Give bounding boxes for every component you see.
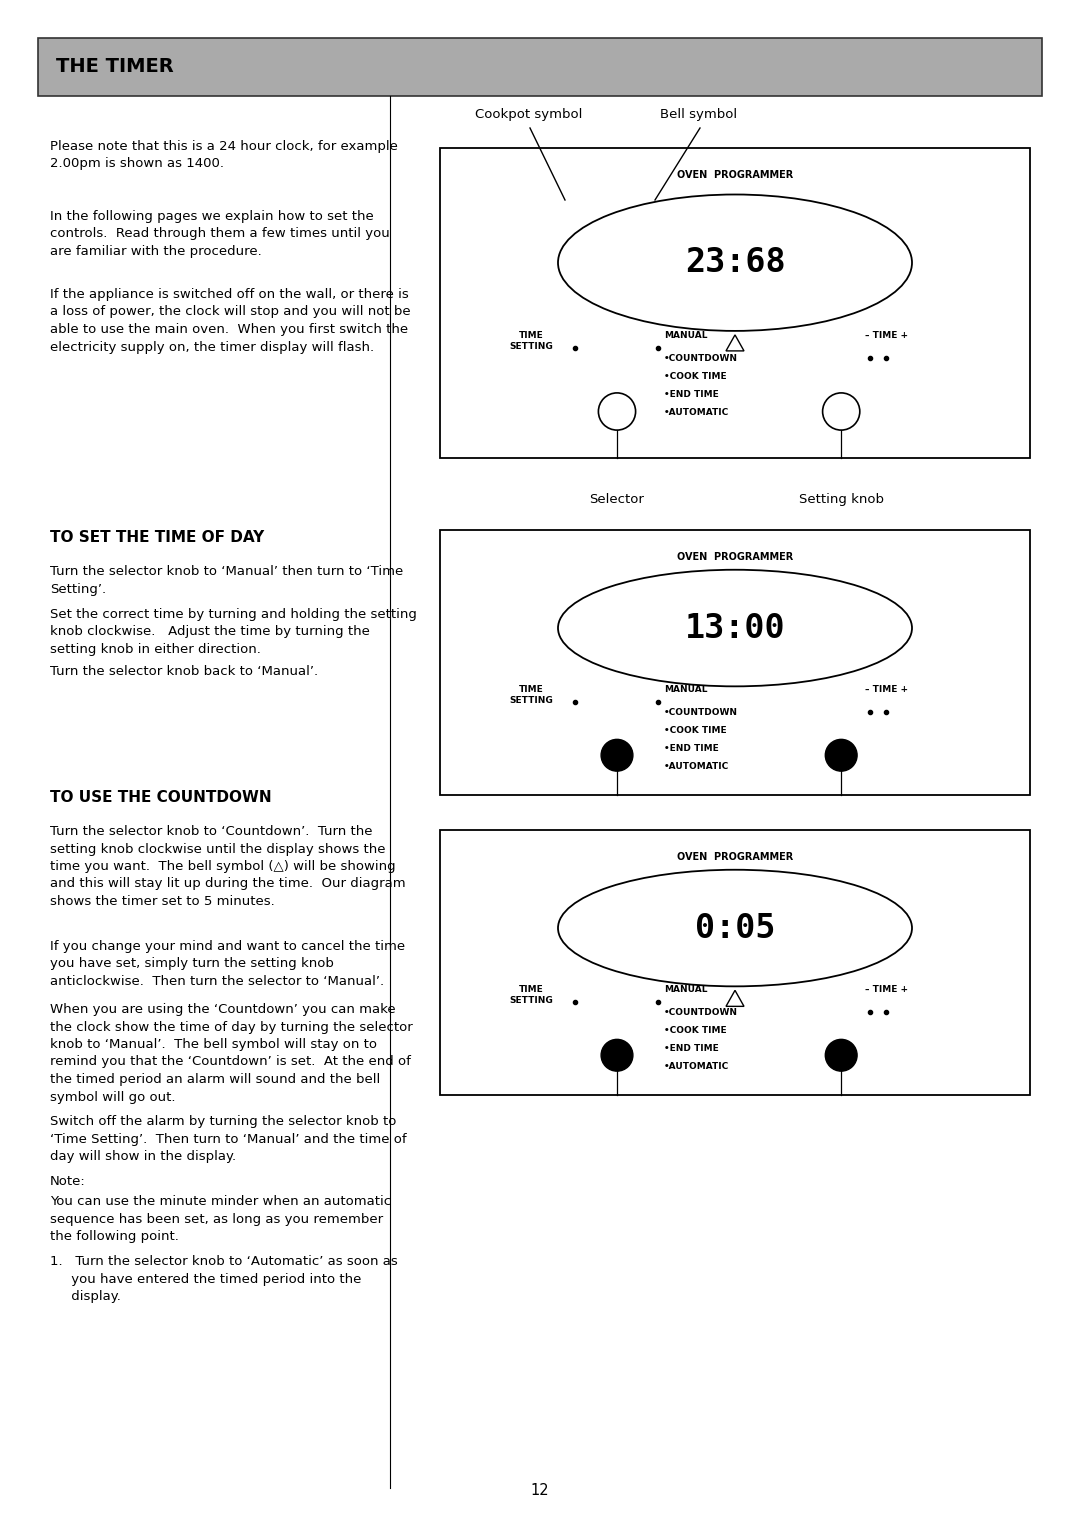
Text: TIME: TIME xyxy=(519,332,544,341)
Text: •COOK TIME: •COOK TIME xyxy=(664,726,727,735)
Ellipse shape xyxy=(558,869,912,987)
Text: THE TIMER: THE TIMER xyxy=(56,58,174,76)
Polygon shape xyxy=(726,990,744,1007)
Text: TO USE THE COUNTDOWN: TO USE THE COUNTDOWN xyxy=(50,790,272,805)
Text: •COOK TIME: •COOK TIME xyxy=(664,1027,727,1036)
Text: 1.   Turn the selector knob to ‘Automatic’ as soon as
     you have entered the : 1. Turn the selector knob to ‘Automatic’… xyxy=(50,1254,397,1303)
Text: •END TIME: •END TIME xyxy=(664,744,719,753)
Circle shape xyxy=(825,740,858,772)
Text: – TIME +: – TIME + xyxy=(865,332,908,341)
Circle shape xyxy=(823,393,860,429)
Text: Set the correct time by turning and holding the setting
knob clockwise.   Adjust: Set the correct time by turning and hold… xyxy=(50,608,417,656)
Text: MANUAL: MANUAL xyxy=(664,685,707,694)
Text: If the appliance is switched off on the wall, or there is
a loss of power, the c: If the appliance is switched off on the … xyxy=(50,287,410,353)
Text: Cookpot symbol: Cookpot symbol xyxy=(475,108,582,121)
Text: 12: 12 xyxy=(530,1484,550,1497)
Text: •END TIME: •END TIME xyxy=(664,1044,719,1053)
Text: •AUTOMATIC: •AUTOMATIC xyxy=(664,762,729,772)
Text: OVEN  PROGRAMMER: OVEN PROGRAMMER xyxy=(677,170,793,180)
Text: TO SET THE TIME OF DAY: TO SET THE TIME OF DAY xyxy=(50,530,265,545)
Text: 23:68: 23:68 xyxy=(685,246,785,280)
Text: SETTING: SETTING xyxy=(510,342,553,351)
Text: 0:05: 0:05 xyxy=(694,912,775,944)
FancyBboxPatch shape xyxy=(440,530,1030,795)
Text: In the following pages we explain how to set the
controls.  Read through them a : In the following pages we explain how to… xyxy=(50,209,390,258)
Text: OVEN  PROGRAMMER: OVEN PROGRAMMER xyxy=(677,552,793,562)
Circle shape xyxy=(598,393,636,429)
Circle shape xyxy=(602,740,633,772)
Text: Bell symbol: Bell symbol xyxy=(660,108,738,121)
Text: Please note that this is a 24 hour clock, for example
2.00pm is shown as 1400.: Please note that this is a 24 hour clock… xyxy=(50,141,397,171)
Text: SETTING: SETTING xyxy=(510,697,553,706)
Text: – TIME +: – TIME + xyxy=(865,986,908,995)
FancyBboxPatch shape xyxy=(440,148,1030,458)
Text: •COUNTDOWN: •COUNTDOWN xyxy=(664,1008,739,1018)
Text: TIME: TIME xyxy=(519,986,544,995)
Text: If you change your mind and want to cancel the time
you have set, simply turn th: If you change your mind and want to canc… xyxy=(50,940,405,989)
Text: •AUTOMATIC: •AUTOMATIC xyxy=(664,1062,729,1071)
Text: Setting knob: Setting knob xyxy=(799,494,883,506)
Text: – TIME +: – TIME + xyxy=(865,685,908,694)
Circle shape xyxy=(602,1039,633,1071)
Text: MANUAL: MANUAL xyxy=(664,332,707,341)
Text: •COUNTDOWN: •COUNTDOWN xyxy=(664,354,739,364)
Text: Selector: Selector xyxy=(590,494,645,506)
Circle shape xyxy=(825,1039,858,1071)
Text: MANUAL: MANUAL xyxy=(664,986,707,995)
Text: OVEN  PROGRAMMER: OVEN PROGRAMMER xyxy=(677,853,793,862)
Text: •END TIME: •END TIME xyxy=(664,390,719,399)
Text: Switch off the alarm by turning the selector knob to
‘Time Setting’.  Then turn : Switch off the alarm by turning the sele… xyxy=(50,1115,407,1163)
Ellipse shape xyxy=(558,570,912,686)
Text: Turn the selector knob back to ‘Manual’.: Turn the selector knob back to ‘Manual’. xyxy=(50,665,319,678)
Text: Turn the selector knob to ‘Manual’ then turn to ‘Time
Setting’.: Turn the selector knob to ‘Manual’ then … xyxy=(50,565,403,596)
Text: •AUTOMATIC: •AUTOMATIC xyxy=(664,408,729,417)
FancyBboxPatch shape xyxy=(440,830,1030,1096)
Text: •COUNTDOWN: •COUNTDOWN xyxy=(664,709,739,717)
Text: TIME: TIME xyxy=(519,685,544,694)
Text: 13:00: 13:00 xyxy=(685,611,785,645)
FancyBboxPatch shape xyxy=(38,38,1042,96)
Text: Note:: Note: xyxy=(50,1175,85,1187)
Ellipse shape xyxy=(558,194,912,332)
Text: When you are using the ‘Countdown’ you can make
the clock show the time of day b: When you are using the ‘Countdown’ you c… xyxy=(50,1002,413,1103)
Text: SETTING: SETTING xyxy=(510,996,553,1005)
Polygon shape xyxy=(726,335,744,351)
Text: You can use the minute minder when an automatic
sequence has been set, as long a: You can use the minute minder when an au… xyxy=(50,1195,391,1242)
Text: •COOK TIME: •COOK TIME xyxy=(664,373,727,380)
Text: Turn the selector knob to ‘Countdown’.  Turn the
setting knob clockwise until th: Turn the selector knob to ‘Countdown’. T… xyxy=(50,825,406,908)
